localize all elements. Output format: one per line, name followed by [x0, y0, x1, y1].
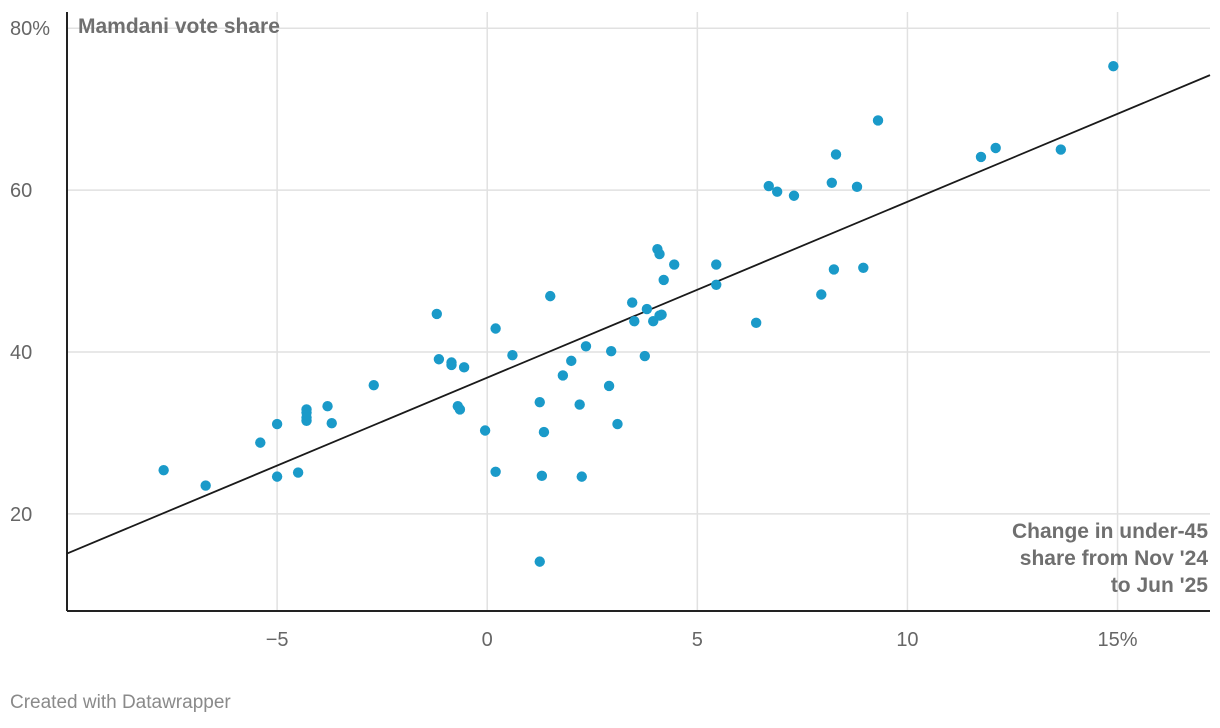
data-point	[851, 181, 863, 193]
x-tick-label: 15%	[1098, 629, 1138, 651]
data-point	[326, 418, 337, 429]
x-tick-label: −5	[266, 629, 289, 651]
data-point	[490, 466, 501, 477]
x-axis-title: Change in under-45 share from Nov '24 to J…	[1012, 520, 1208, 597]
data-point	[566, 355, 577, 367]
y-tick-label: 60	[10, 180, 32, 202]
data-point	[603, 380, 615, 392]
data-point	[454, 404, 466, 415]
data-point	[433, 354, 445, 365]
data-point	[576, 471, 587, 482]
data-point	[271, 471, 283, 482]
y-tick-label: 20	[10, 504, 32, 526]
data-point	[990, 142, 1001, 154]
data-point	[271, 418, 283, 430]
data-point	[816, 289, 827, 300]
data-point	[507, 350, 518, 361]
data-point	[322, 401, 333, 412]
data-point	[557, 370, 569, 381]
trendline-group	[66, 74, 1211, 555]
axes	[66, 12, 1210, 612]
trendline	[66, 74, 1211, 555]
data-point	[458, 362, 470, 373]
x-tick-label: 10	[896, 629, 918, 651]
x-axis-title-line: Change in under-45	[1012, 520, 1208, 543]
data-point	[654, 248, 665, 260]
data-point	[612, 418, 623, 430]
data-point	[669, 259, 680, 270]
data-point	[828, 264, 840, 275]
data-point	[574, 399, 585, 410]
data-point	[301, 415, 312, 426]
x-tick-label: 0	[482, 629, 493, 651]
data-points	[158, 61, 1119, 567]
data-point	[975, 151, 987, 163]
data-point	[431, 308, 442, 320]
data-point	[771, 186, 783, 197]
data-point	[158, 464, 169, 476]
data-point	[826, 177, 838, 188]
scatter-chart: −5 0 5 10 15% 20 40 60 80% Mamdani vote share Ch…	[10, 12, 1211, 651]
data-point	[255, 437, 266, 448]
x-axis-title-line: to Jun '25	[1111, 574, 1208, 597]
y-tick-label: 80%	[10, 18, 50, 40]
data-point	[658, 274, 669, 286]
data-point	[763, 180, 774, 192]
tick-labels: −5 0 5 10 15% 20 40 60 80%	[10, 18, 1138, 651]
x-axis-title-line: share from Nov '24	[1020, 547, 1209, 570]
y-axis-title: Mamdani vote share	[78, 15, 280, 38]
data-point	[446, 359, 457, 371]
data-point	[788, 190, 800, 201]
data-point	[292, 467, 304, 478]
data-point	[580, 341, 592, 352]
data-point	[1108, 61, 1119, 72]
data-point	[872, 115, 884, 126]
data-point	[750, 317, 762, 329]
data-point	[545, 290, 556, 302]
data-point	[711, 279, 722, 290]
data-point	[639, 350, 651, 362]
data-point	[534, 396, 545, 408]
data-point	[656, 309, 667, 320]
data-point	[641, 303, 653, 315]
y-tick-label: 40	[10, 342, 32, 364]
data-point	[605, 345, 617, 357]
data-point	[536, 470, 548, 482]
data-point	[1055, 144, 1067, 155]
data-point	[830, 149, 842, 160]
x-tick-label: 5	[692, 629, 703, 651]
data-point	[626, 297, 638, 308]
data-point	[368, 379, 379, 391]
data-point	[538, 426, 550, 438]
data-point	[858, 262, 869, 273]
datawrapper-credit: Created with Datawrapper	[10, 692, 231, 713]
data-point	[534, 556, 545, 567]
data-point	[200, 480, 211, 491]
data-point	[479, 425, 491, 436]
data-point	[490, 323, 501, 334]
data-point	[629, 316, 640, 327]
gridlines	[67, 12, 1210, 611]
data-point	[711, 259, 722, 270]
